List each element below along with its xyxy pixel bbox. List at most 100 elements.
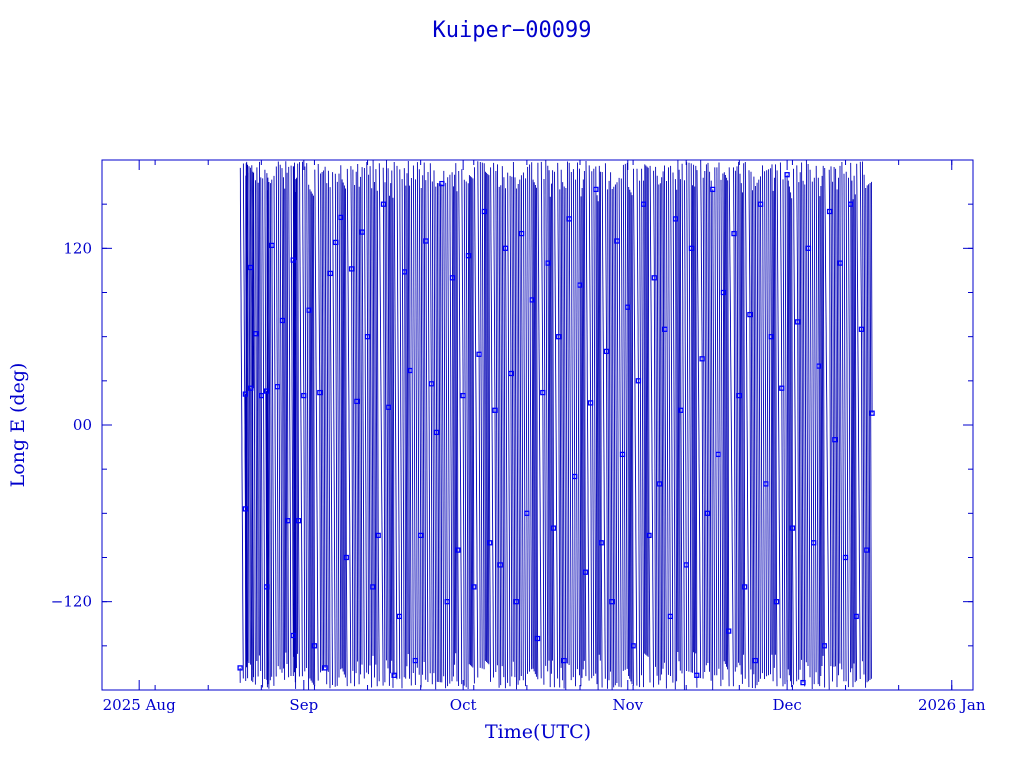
y-tick-label: 120 [63,239,92,257]
data-point [731,230,737,237]
data-point [720,289,727,296]
data-point [561,657,567,664]
data-point [444,599,450,605]
data-point [481,208,488,215]
data-point [715,451,721,458]
x-tick-label: 2025 Aug [103,696,176,714]
data-point [322,665,328,671]
data-point [572,473,578,480]
data-point [662,326,668,332]
data-point [699,356,705,362]
data-point [407,367,413,374]
plot-area [237,160,875,690]
data-point [317,389,323,396]
data-point [359,229,365,235]
data-point [789,525,796,531]
data-point [864,547,870,553]
data-point [858,326,865,332]
data-point [832,437,838,443]
x-tick-label: Oct [450,696,477,714]
x-axis-label: Time(UTC) [485,721,591,743]
data-point [311,643,318,649]
data-point [853,613,859,620]
data-point [439,180,445,187]
data-point [694,672,700,678]
x-tick-label: Sep [289,696,318,714]
data-point [237,665,243,671]
data-point [285,518,291,524]
data-point [869,410,875,416]
data-point [497,562,503,568]
data-point [338,214,344,221]
data-point [465,253,472,259]
data-point [306,307,312,313]
data-point [688,245,695,251]
data-point [683,562,689,568]
data-point [274,384,280,390]
data-point [550,525,557,531]
data-point [816,363,822,369]
data-point [582,569,588,575]
data-point [556,334,562,340]
data-point [518,230,525,237]
data-point [263,584,270,590]
data-point [391,672,397,678]
data-point [678,407,684,413]
data-point [609,599,615,605]
data-point [619,451,626,458]
data-point [779,385,785,391]
data-point [253,331,259,337]
data-point [805,245,812,251]
data-point [545,260,551,266]
data-point [646,532,652,539]
data-point [821,643,827,649]
data-point [242,506,249,512]
data-point [327,270,334,277]
data-point [800,679,806,686]
data-point [502,245,509,251]
data-point [290,632,296,639]
data-point [603,348,610,355]
data-point [513,599,519,605]
data-point [795,319,801,325]
data-point [348,266,355,272]
data-point [635,378,642,384]
data-point [757,201,764,207]
data-point [449,275,456,281]
data-point [848,201,854,207]
data-point [402,269,408,275]
data-point [657,481,663,487]
data-point [747,311,753,318]
data-point [370,584,376,590]
data-point [248,385,254,391]
data-point [826,208,833,215]
data-point [301,392,307,399]
data-point [752,657,758,664]
y-tick-label: 00 [73,416,92,434]
data-point [667,613,673,620]
series-trace [239,160,873,690]
data-point [587,400,594,406]
data-point [842,554,849,561]
y-tick-label: −120 [51,593,92,611]
data-point [418,532,424,539]
data-point [375,532,381,539]
data-point [651,275,657,281]
data-point [333,239,339,246]
data-point [534,635,541,642]
data-point [811,540,817,546]
data-point [710,186,716,193]
data-point [641,201,647,207]
data-point [763,481,769,487]
chart-title: Kuiper−00099 [433,18,592,43]
data-point [566,216,573,222]
data-point [295,518,302,524]
data-point [242,391,249,397]
data-point [433,429,440,436]
data-point [279,317,286,324]
data-point [258,392,264,399]
data-point [364,334,371,340]
data-point [736,392,742,399]
data-point [476,351,482,357]
